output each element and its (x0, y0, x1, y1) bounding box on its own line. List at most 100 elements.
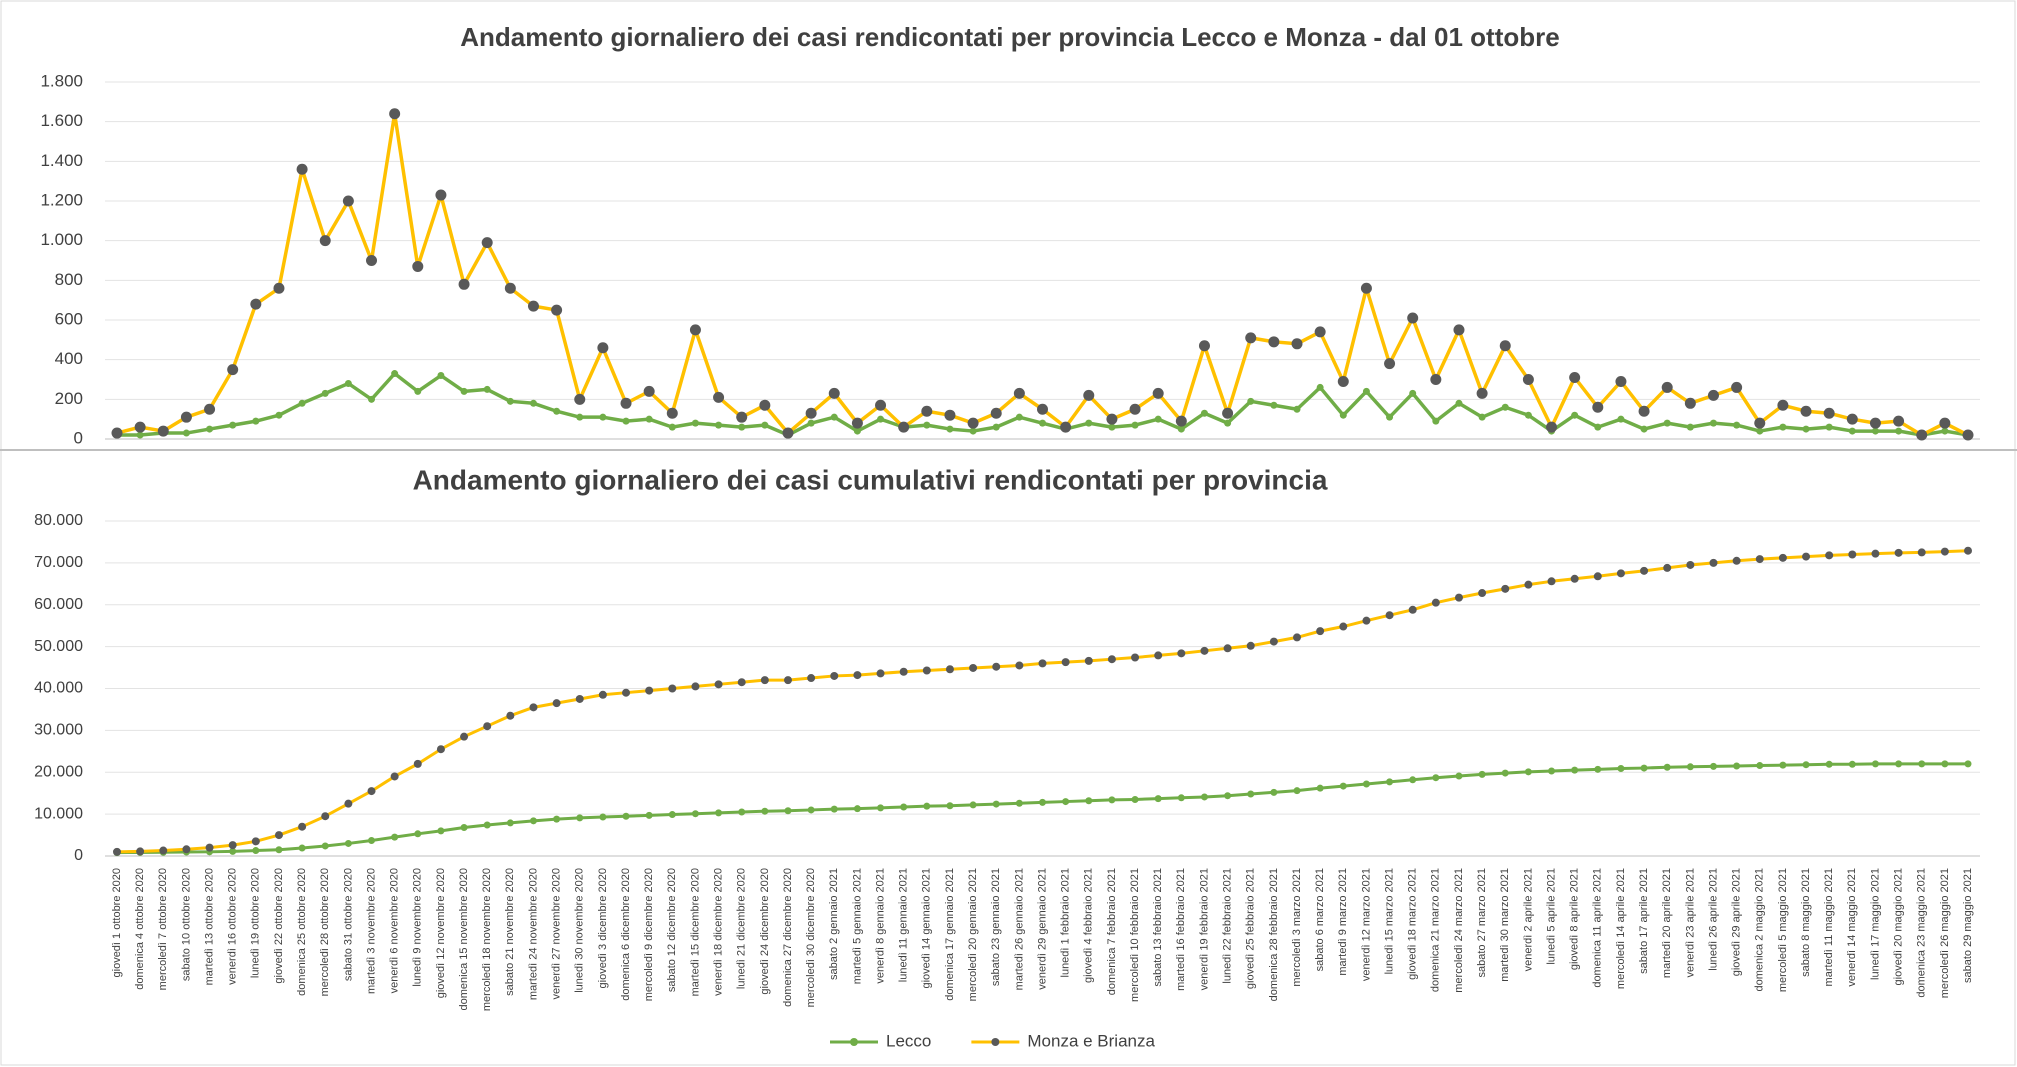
data-point (227, 364, 239, 376)
data-point (1247, 397, 1255, 405)
data-point (296, 163, 308, 175)
y-tick-label: 1.000 (40, 230, 83, 249)
data-point (344, 799, 353, 808)
data-point (992, 800, 1000, 808)
data-point (436, 745, 445, 754)
data-point (1707, 389, 1719, 401)
data-point (598, 690, 607, 699)
x-tick-label: lunedì 26 aprile 2021 (1707, 868, 1719, 971)
data-point (1941, 760, 1949, 768)
x-tick-label: giovedì 8 aprile 2021 (1569, 868, 1581, 970)
y-tick-label: 60.000 (34, 596, 83, 613)
data-point (1592, 401, 1604, 413)
data-point (1640, 764, 1648, 772)
data-point (414, 830, 422, 838)
data-point (1501, 584, 1510, 593)
data-point (944, 409, 956, 421)
data-point (506, 397, 514, 405)
data-point (1200, 409, 1208, 417)
data-point (1062, 798, 1070, 806)
data-point (182, 845, 191, 854)
x-tick-label: lunedì 30 novembre 2020 (574, 868, 586, 993)
data-point (1293, 787, 1301, 795)
x-tick-label: martedì 5 gennaio 2021 (851, 868, 863, 984)
data-point (551, 304, 563, 316)
data-point (1848, 760, 1856, 768)
data-point (252, 847, 260, 855)
x-tick-label: martedì 16 febbraio 2021 (1175, 868, 1187, 991)
x-tick-label: mercoledì 3 marzo 2021 (1291, 868, 1303, 987)
data-point (229, 421, 237, 429)
data-point (1571, 411, 1579, 419)
data-point (1316, 383, 1324, 391)
data-point (527, 300, 539, 312)
data-point (180, 411, 192, 423)
x-tick-label: mercoledì 14 aprile 2021 (1615, 868, 1627, 989)
data-point (1013, 387, 1025, 399)
data-point (1895, 760, 1903, 768)
data-point (1453, 324, 1465, 336)
data-point (1154, 415, 1162, 423)
data-point (460, 387, 468, 395)
data-point (1409, 389, 1417, 397)
data-point (1339, 782, 1347, 790)
y-tick-label: 0 (74, 847, 83, 864)
x-tick-label: venerdì 16 ottobre 2020 (227, 868, 239, 985)
data-point (1038, 659, 1047, 668)
data-point (969, 427, 977, 435)
data-point (738, 423, 746, 431)
x-tick-label: giovedì 22 ottobre 2020 (273, 868, 285, 984)
data-point (1755, 555, 1764, 564)
x-tick-label: martedì 3 novembre 2020 (365, 868, 377, 994)
data-point (1593, 572, 1602, 581)
x-tick-label: sabato 8 maggio 2021 (1800, 868, 1812, 977)
data-point (136, 847, 145, 856)
data-point (1499, 340, 1511, 352)
data-point (1709, 558, 1718, 567)
data-point (298, 844, 306, 852)
data-point (1131, 421, 1139, 429)
data-point (574, 393, 586, 405)
data-point (1617, 415, 1625, 423)
data-point (1617, 764, 1625, 772)
data-point (1524, 411, 1532, 419)
data-point (853, 671, 862, 680)
data-point (134, 421, 146, 433)
data-point (1384, 358, 1396, 370)
data-point (1039, 798, 1046, 806)
data-point (342, 195, 354, 207)
x-tick-label: domenica 27 dicembre 2020 (782, 868, 794, 1007)
data-point (275, 846, 283, 854)
x-tick-label: martedì 26 gennaio 2021 (1013, 868, 1025, 990)
data-point (1571, 766, 1579, 774)
x-tick-label: mercoledì 20 gennaio 2021 (967, 868, 979, 1001)
x-tick-label: giovedì 14 gennaio 2021 (921, 868, 933, 989)
x-tick-label: giovedì 24 dicembre 2020 (759, 868, 771, 995)
data-point (1684, 397, 1696, 409)
data-point (1754, 417, 1766, 429)
data-point (1455, 399, 1463, 407)
data-point (529, 703, 538, 712)
data-point (1522, 374, 1534, 385)
x-tick-label: domenica 6 dicembre 2020 (620, 868, 632, 1001)
data-point (1778, 553, 1787, 562)
data-point (1825, 423, 1833, 431)
y-tick-label: 1.400 (40, 151, 83, 170)
data-point (1964, 760, 1972, 768)
data-point (783, 676, 792, 685)
x-tick-label: venerdì 2 aprile 2021 (1522, 868, 1534, 971)
data-point (1223, 644, 1232, 653)
data-point (1084, 656, 1093, 665)
legend-label: Monza e Brianza (1027, 1031, 1155, 1050)
x-tick-label: mercoledì 9 dicembre 2020 (643, 868, 655, 1001)
data-point (1198, 340, 1210, 352)
data-point (1337, 375, 1349, 387)
x-tick-label: domenica 17 gennaio 2021 (944, 868, 956, 1001)
data-point (1152, 387, 1164, 399)
data-point (807, 674, 816, 683)
data-point (1409, 776, 1417, 784)
data-point (1108, 423, 1116, 431)
x-tick-label: martedì 9 marzo 2021 (1337, 868, 1349, 976)
data-point (1733, 421, 1741, 429)
chart-title: Andamento giornaliero dei casi cumulativ… (413, 464, 1328, 495)
